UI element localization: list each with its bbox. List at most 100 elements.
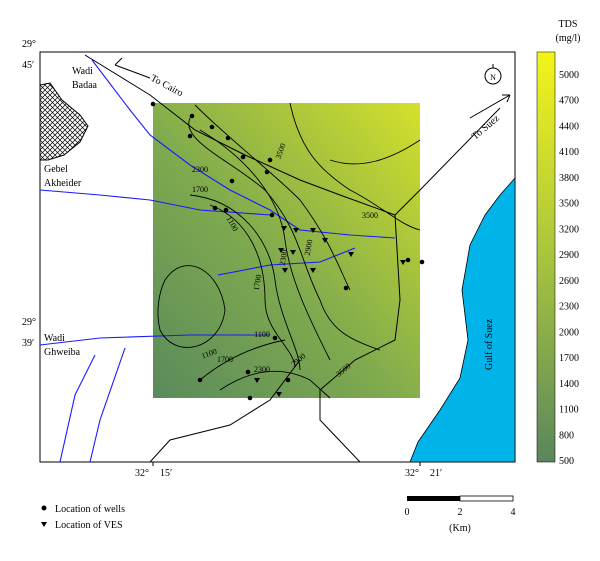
well — [229, 178, 235, 184]
place-label: Badaa — [72, 80, 98, 91]
contour — [219, 370, 331, 399]
well — [212, 205, 218, 211]
colorbar-label: 3200 — [559, 224, 579, 235]
colorbar-label: 3500 — [559, 199, 579, 210]
colorbar-label: 800 — [559, 430, 574, 441]
place-label: Ghweiba — [44, 347, 81, 358]
gulf-of-suez — [409, 176, 516, 463]
scale-tick: 2 — [458, 507, 463, 518]
lon-deg: 32° — [135, 468, 149, 479]
north-label: N — [490, 73, 496, 82]
ves — [322, 238, 328, 243]
colorbar-label: 4400 — [559, 121, 579, 132]
colorbar-label: 500 — [559, 456, 574, 467]
ves — [254, 378, 260, 383]
well — [187, 133, 193, 139]
well — [419, 259, 425, 265]
contour — [199, 339, 286, 381]
lat-min: 39′ — [22, 338, 34, 349]
lon-min: 15′ — [160, 468, 172, 479]
legend-ves-symbol — [41, 522, 47, 527]
well — [223, 207, 229, 213]
scale-unit: (Km) — [449, 523, 471, 534]
scale-bar — [407, 496, 460, 501]
legend-label: Location of wells — [55, 504, 125, 515]
well — [225, 135, 231, 141]
wells — [150, 101, 425, 401]
lat-deg: 29° — [22, 39, 36, 50]
place-label: Wadi — [44, 333, 65, 344]
well — [267, 157, 273, 163]
contour — [194, 104, 351, 291]
lon-deg: 32° — [405, 468, 419, 479]
well — [272, 335, 278, 341]
road — [84, 54, 501, 216]
scale-tick: 0 — [405, 507, 410, 518]
colorbar-label: 4100 — [559, 147, 579, 158]
lon-min: 21′ — [430, 468, 442, 479]
colorbar-label: 2300 — [559, 302, 579, 313]
well — [343, 285, 349, 291]
road — [319, 214, 401, 463]
contour — [289, 102, 421, 231]
well — [189, 113, 195, 119]
contour-label: 2300 — [192, 165, 208, 174]
contour-label: 1100 — [254, 330, 270, 339]
well — [269, 212, 275, 218]
contour-label: 2300 — [254, 365, 270, 374]
ves — [278, 248, 284, 253]
contour — [329, 139, 421, 165]
ves — [293, 228, 299, 233]
ves — [400, 260, 406, 265]
place-label: Gebel — [44, 164, 68, 175]
lat-deg: 29° — [22, 317, 36, 328]
well — [247, 395, 253, 401]
lat-min: 45′ — [22, 60, 34, 71]
well — [209, 124, 215, 130]
colorbar-label: 3800 — [559, 173, 579, 184]
ves — [281, 226, 287, 231]
colorbar-label: 1400 — [559, 379, 579, 390]
ves — [276, 392, 282, 397]
colorbar-title: TDS — [559, 19, 578, 30]
legend-well-symbol — [41, 505, 47, 511]
wadi — [89, 347, 126, 463]
ves — [348, 252, 354, 257]
well — [264, 169, 270, 175]
ves-points — [254, 226, 406, 397]
colorbar-label: 2000 — [559, 327, 579, 338]
well — [405, 257, 411, 263]
colorbar-label: 5000 — [559, 70, 579, 81]
contours — [157, 102, 421, 399]
colorbar-label: 1100 — [559, 405, 579, 416]
ves — [310, 228, 316, 233]
road — [149, 359, 301, 463]
colorbar-label: 4700 — [559, 96, 579, 107]
contour — [189, 194, 301, 371]
contour-label: 2900 — [303, 239, 315, 256]
contour — [188, 117, 381, 351]
colorbar-label: 2600 — [559, 276, 579, 287]
contour-label: 1700 — [192, 185, 208, 194]
contour — [209, 204, 296, 366]
gebel-akheider — [39, 82, 89, 161]
legend-label: Location of VES — [55, 520, 123, 531]
wadi — [59, 354, 96, 463]
arrow-suez — [469, 94, 511, 119]
contour — [199, 129, 331, 361]
place-label: Akheider — [44, 178, 82, 189]
colorbar-unit: (mg/l) — [556, 33, 581, 44]
contour — [157, 265, 226, 348]
contour-label: 3500 — [362, 211, 378, 220]
wadi — [217, 247, 356, 276]
well — [150, 101, 156, 107]
arrow-cairo — [114, 57, 151, 79]
place-label: Wadi — [72, 66, 93, 77]
well — [197, 377, 203, 383]
roads — [84, 54, 511, 463]
wadi — [39, 334, 270, 346]
well — [245, 369, 251, 375]
